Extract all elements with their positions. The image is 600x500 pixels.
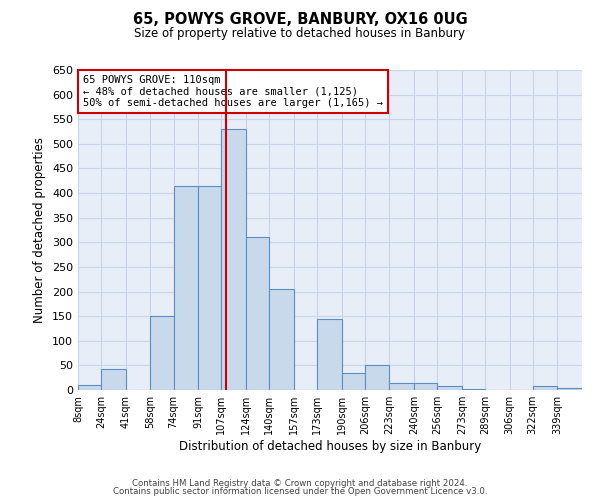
Bar: [198, 186, 221, 390]
Bar: [341, 373, 365, 390]
Text: Contains public sector information licensed under the Open Government Licence v3: Contains public sector information licen…: [113, 487, 487, 496]
Bar: [317, 318, 341, 390]
Text: 65 POWYS GROVE: 110sqm
← 48% of detached houses are smaller (1,125)
50% of semi-: 65 POWYS GROVE: 110sqm ← 48% of detached…: [83, 75, 383, 108]
Bar: [101, 369, 126, 390]
Text: Size of property relative to detached houses in Banbury: Size of property relative to detached ho…: [134, 28, 466, 40]
X-axis label: Distribution of detached houses by size in Banbury: Distribution of detached houses by size …: [179, 440, 481, 453]
Bar: [78, 385, 101, 390]
Bar: [246, 238, 269, 390]
Bar: [221, 129, 246, 390]
Y-axis label: Number of detached properties: Number of detached properties: [34, 137, 46, 323]
Bar: [389, 382, 414, 390]
Bar: [151, 316, 173, 390]
Text: 65, POWYS GROVE, BANBURY, OX16 0UG: 65, POWYS GROVE, BANBURY, OX16 0UG: [133, 12, 467, 28]
Text: Contains HM Land Registry data © Crown copyright and database right 2024.: Contains HM Land Registry data © Crown c…: [132, 478, 468, 488]
Bar: [462, 388, 485, 390]
Bar: [414, 382, 437, 390]
Bar: [173, 186, 198, 390]
Bar: [269, 289, 294, 390]
Bar: [533, 386, 557, 390]
Bar: [365, 366, 389, 390]
Bar: [557, 388, 582, 390]
Bar: [437, 386, 462, 390]
